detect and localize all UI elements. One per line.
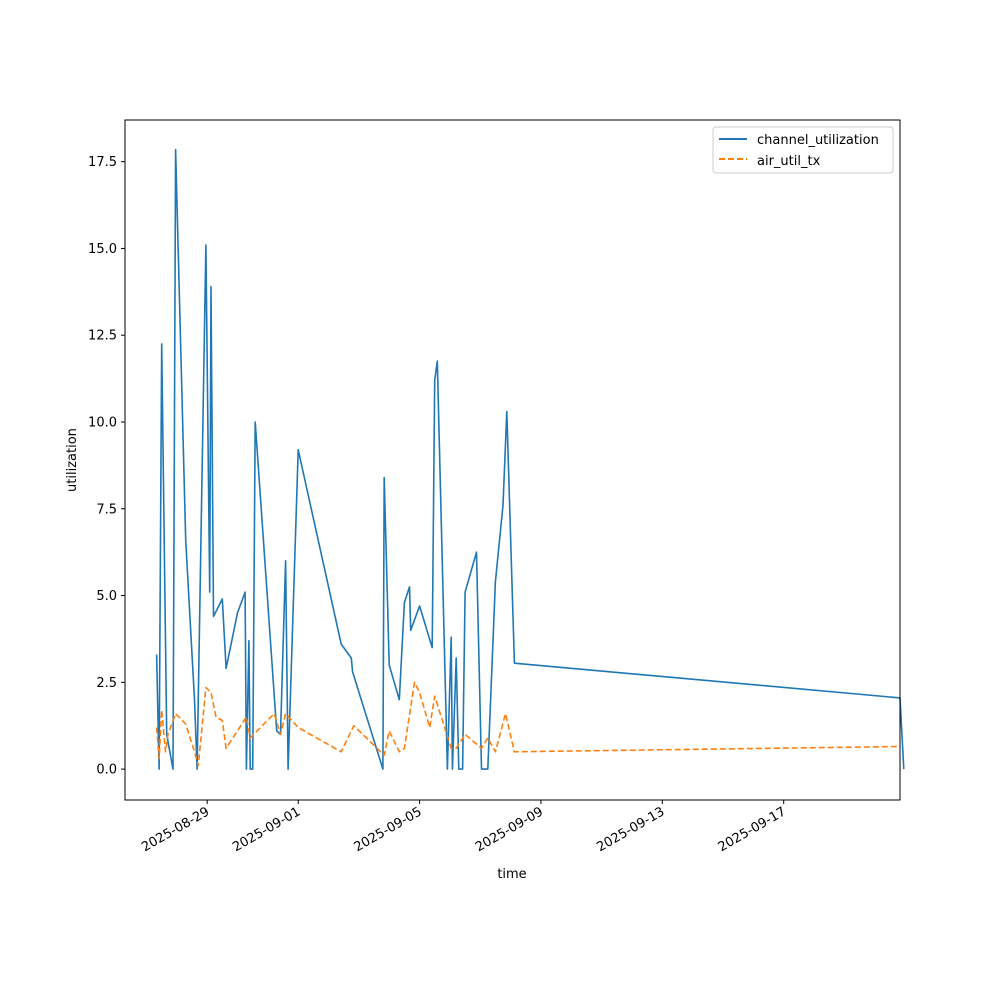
y-tick-label: 15.0 [88,242,117,257]
x-tick-label: 2025-09-05 [352,804,425,855]
legend: channel_utilization air_util_tx [712,126,894,174]
y-tick-label: 12.5 [88,329,117,344]
y-axis: 0.0 2.5 5.0 7.5 10.0 12.5 15.0 17.5 [88,155,125,778]
y-tick-label: 17.5 [88,155,117,170]
legend-label-air-util-tx: air_util_tx [757,154,821,169]
plot-lines [155,148,905,770]
y-tick-label: 7.5 [96,502,117,517]
series-line-channel-utilization [155,148,905,770]
plot-frame [124,119,901,801]
x-axis-label: time [497,867,526,882]
x-tick-label: 2025-09-17 [716,804,789,855]
y-tick-label: 2.5 [96,676,117,691]
x-tick-label: 2025-08-29 [139,804,212,855]
series-line-air-util-tx [155,681,901,767]
y-tick-label: 10.0 [88,415,117,430]
legend-box [712,126,894,174]
x-axis: 2025-08-29 2025-09-01 2025-09-05 2025-09-09… [139,800,789,855]
legend-label-channel-utilization: channel_utilization [757,133,879,148]
x-tick-label: 2025-09-09 [473,804,546,855]
x-tick-label: 2025-09-13 [594,804,667,855]
x-tick-label: 2025-09-01 [230,804,303,855]
y-axis-label: utilization [65,428,80,492]
y-tick-label: 0.0 [96,763,117,778]
y-tick-label: 5.0 [96,589,117,604]
